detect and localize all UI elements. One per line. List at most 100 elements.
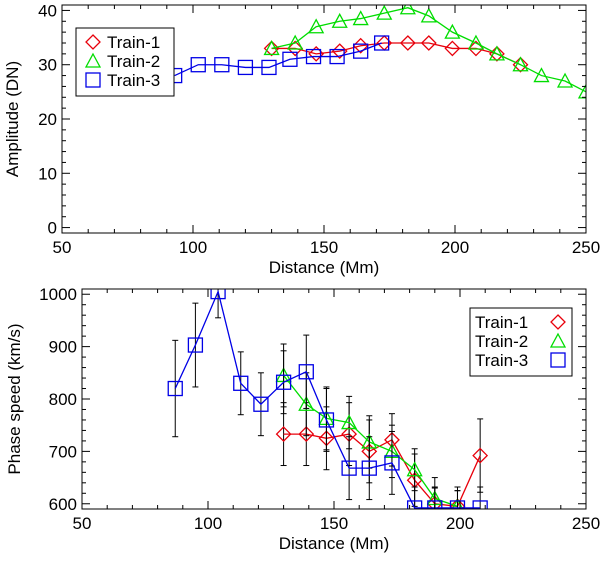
data-point [556, 72, 574, 88]
plot-area [167, 289, 489, 509]
y-tick-label: 30 [38, 56, 57, 75]
data-point [275, 374, 292, 390]
data-point [263, 40, 280, 56]
data-point [399, 35, 416, 51]
data-point [352, 10, 369, 26]
data-point [263, 40, 280, 57]
legend-marker [550, 314, 566, 330]
data-point [275, 426, 292, 443]
legend-marker [550, 352, 566, 368]
series-line [174, 289, 481, 509]
x-tick-label: 50 [73, 514, 92, 533]
data-point [167, 380, 183, 397]
data-point [406, 500, 423, 509]
data-point [298, 364, 314, 380]
x-tick-label: 250 [572, 238, 600, 257]
legend-label: Train-3 [475, 351, 528, 370]
error-bar [477, 418, 484, 493]
data-point [406, 461, 423, 477]
data-point [376, 5, 393, 20]
data-point [451, 498, 464, 509]
series-train-2 [263, 5, 586, 99]
data-point [190, 57, 206, 73]
data-point [341, 460, 357, 476]
data-point [373, 35, 390, 51]
legend-marker [85, 34, 101, 50]
y-tick-label: 700 [49, 442, 77, 461]
data-point [444, 40, 461, 57]
data-point [341, 414, 358, 430]
data-point [282, 51, 298, 67]
data-point [308, 18, 325, 34]
y-axis-title: Phase speed (km/s) [5, 323, 24, 474]
y-tick-label: 20 [38, 110, 57, 129]
data-point [353, 43, 369, 59]
data-point [384, 455, 400, 471]
series-line [271, 7, 586, 93]
series-line [174, 42, 382, 77]
data-point [467, 34, 485, 50]
data-point [427, 500, 443, 509]
x-tick-label: 100 [194, 514, 222, 533]
data-point [577, 83, 586, 99]
plot-area [167, 5, 586, 99]
x-tick-label: 100 [179, 238, 207, 257]
data-point [298, 395, 315, 411]
x-tick-label: 50 [53, 238, 72, 257]
data-point [305, 48, 322, 65]
series-train-1 [263, 35, 529, 73]
data-point [444, 23, 461, 39]
data-point [399, 5, 416, 15]
y-tick-label: 0 [48, 219, 57, 238]
data-point [352, 37, 369, 54]
y-tick-label: 600 [49, 495, 77, 514]
data-point [318, 412, 335, 428]
data-point [472, 447, 489, 464]
data-point [187, 337, 204, 353]
amplitude-chart: 50 100 150 200 250 0 10 20 30 40 Distance (Mm) Ampl… [3, 1, 600, 277]
legend-label: Train-2 [475, 332, 528, 351]
data-point [331, 12, 348, 28]
data-point [287, 34, 304, 50]
data-point [287, 40, 304, 57]
y-tick-label: 10 [38, 164, 57, 183]
data-point [329, 48, 345, 65]
data-point [237, 59, 254, 76]
data-point [420, 7, 437, 23]
x-tick-label: 200 [441, 238, 469, 257]
data-point [361, 460, 377, 476]
x-axis-title: Distance (Mm) [279, 534, 390, 553]
data-point [449, 500, 466, 509]
data-point [298, 426, 315, 443]
data-point [533, 67, 550, 83]
data-point [214, 57, 230, 73]
x-tick-label: 200 [446, 514, 474, 533]
legend-marker [85, 72, 101, 88]
legend-box [75, 27, 175, 97]
x-tick-label: 150 [310, 238, 338, 257]
legend-label: Train-1 [107, 33, 160, 52]
y-tick-label: 800 [49, 390, 77, 409]
data-point [253, 396, 269, 412]
data-point [420, 35, 437, 51]
series-train-2 [275, 343, 464, 509]
data-point [449, 498, 466, 509]
y-tick-label: 40 [38, 1, 57, 20]
data-point [488, 45, 506, 61]
series-line [283, 433, 481, 508]
phase-speed-chart: 50 100 150 200 250 600 700 800 900 1000 Distance (… [5, 285, 600, 553]
legend-box [469, 307, 573, 377]
data-point [472, 500, 488, 509]
series-line [283, 375, 458, 507]
y-tick-label: 900 [49, 338, 77, 357]
legend-label: Train-1 [475, 313, 528, 332]
data-point [233, 375, 249, 391]
y-tick-label: 1000 [39, 285, 77, 304]
data-point [331, 43, 348, 60]
legend-marker [84, 52, 102, 68]
data-point [261, 59, 277, 76]
series-train-3 [167, 289, 488, 509]
legend-label: Train-3 [107, 71, 160, 90]
